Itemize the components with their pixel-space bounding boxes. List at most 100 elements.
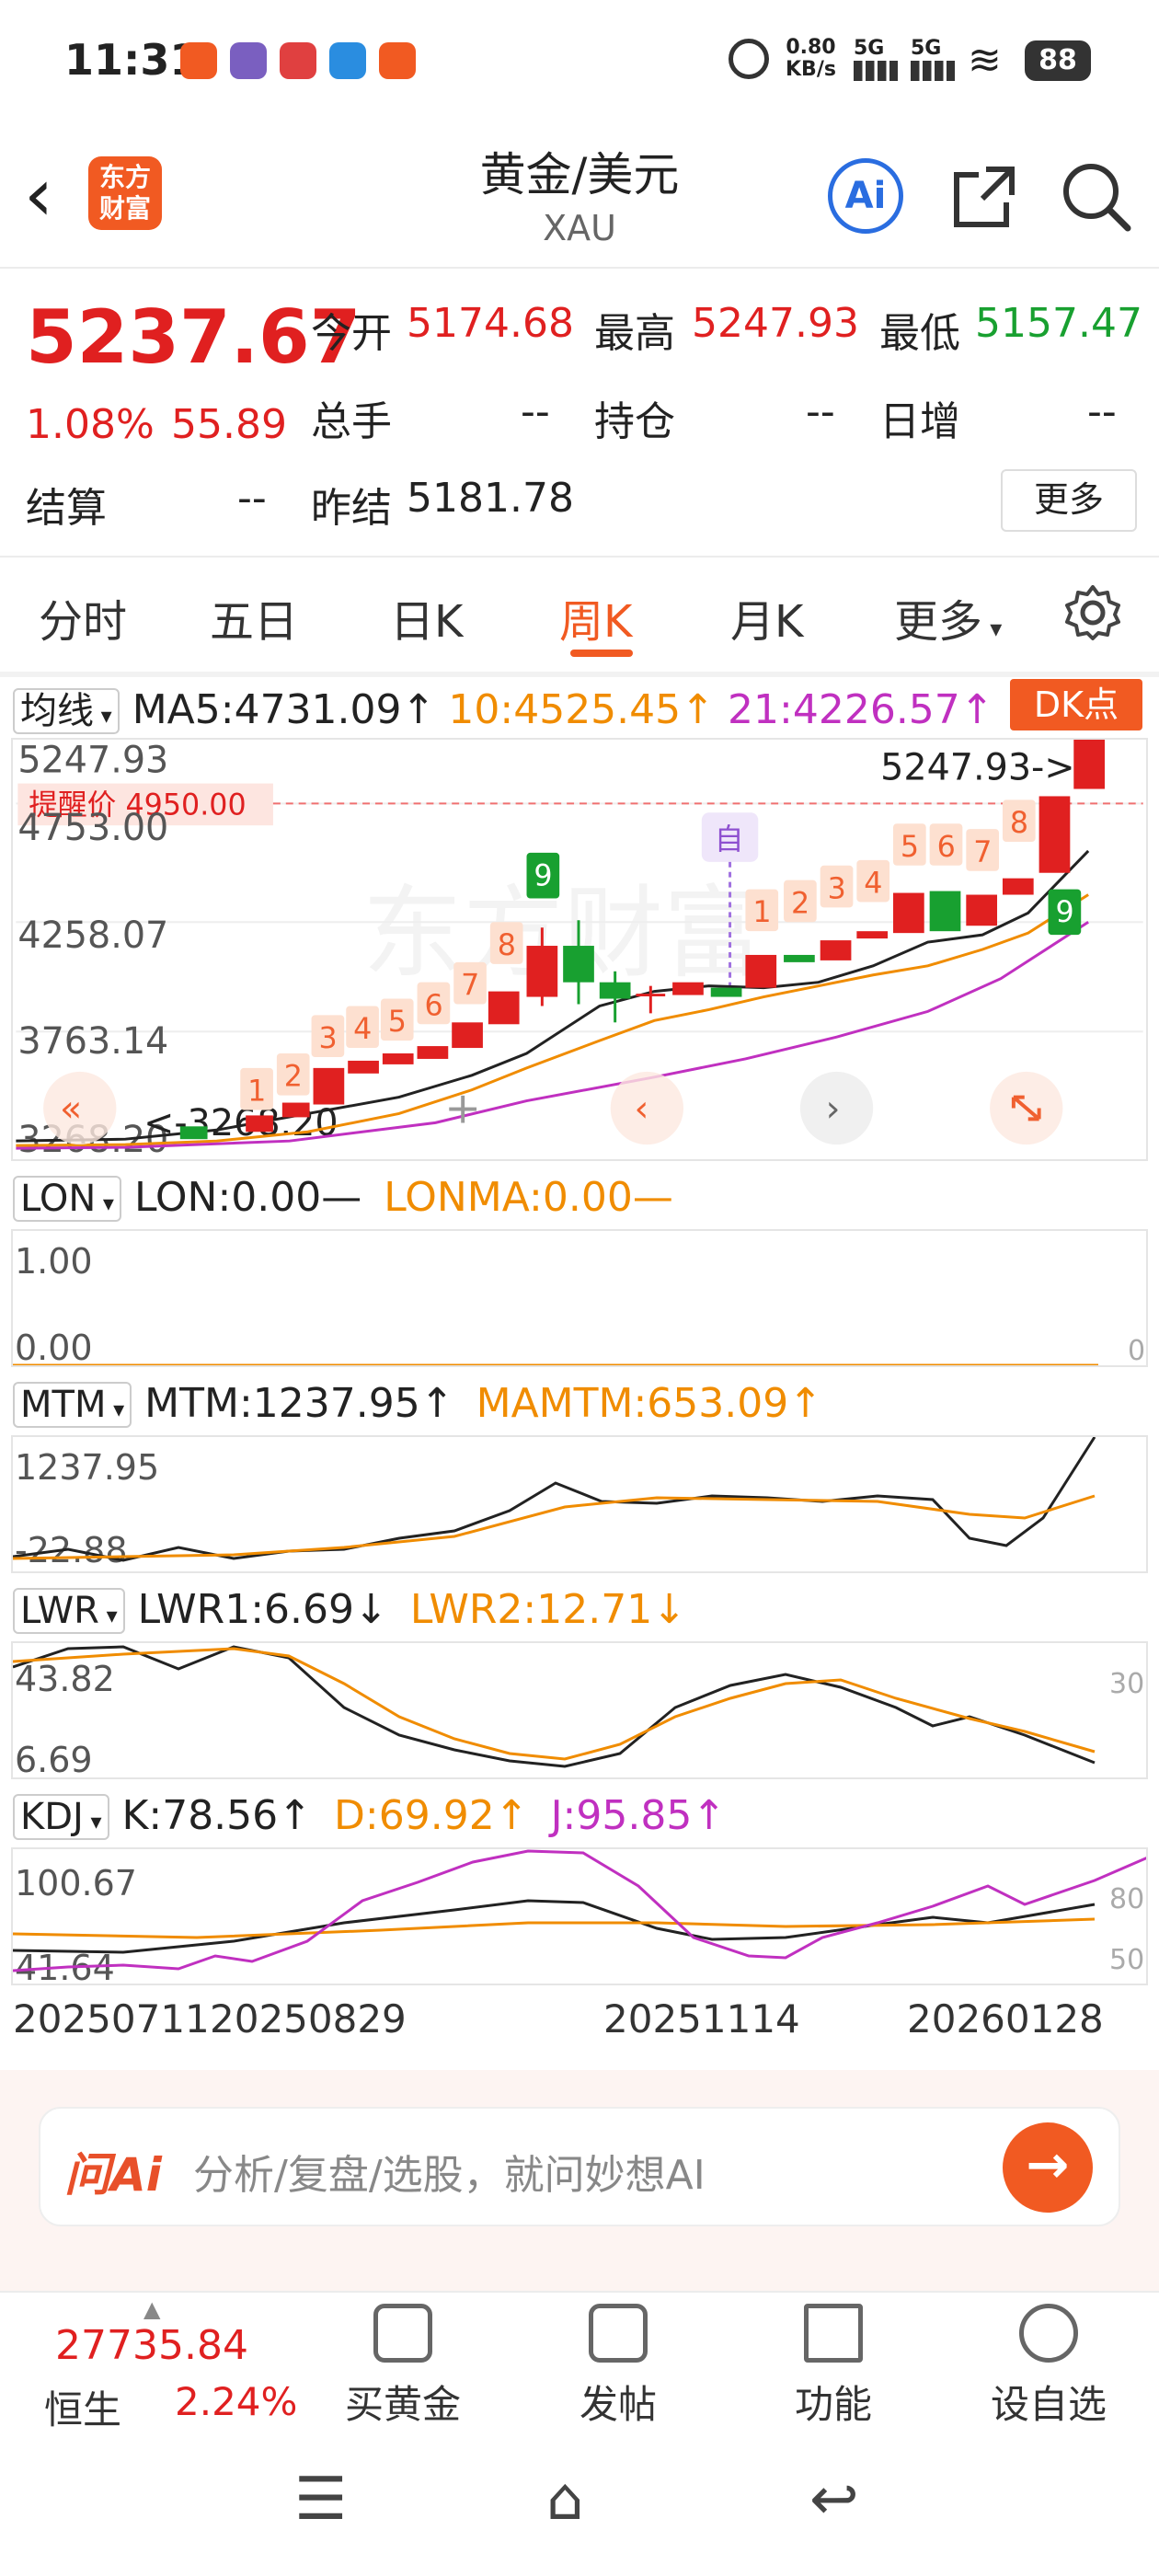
high-label: 最高: [594, 310, 675, 357]
network-speed: 0.80 KB/s: [786, 36, 836, 81]
wifi-icon: ≋: [968, 37, 1002, 84]
ask-ai-submit-button[interactable]: →: [1003, 2122, 1093, 2213]
lon-selector[interactable]: LON ▾: [13, 1176, 121, 1222]
battery-indicator: 88: [1025, 40, 1091, 81]
ma10-value: 10:4525.45↑: [448, 686, 716, 733]
settle-value: --: [237, 475, 267, 522]
sequence-number: 2: [284, 1061, 303, 1094]
lwr-chart[interactable]: 43.82 6.69 30: [11, 1641, 1148, 1779]
tab-weekly-k[interactable]: 周K: [559, 596, 633, 648]
dk-point-button[interactable]: DK点: [1010, 679, 1142, 730]
candle: [382, 1053, 414, 1064]
kline-indicator-header: 均线 ▾ MA5:4731.09↑ 10:4525.45↑ 21:4226.57…: [13, 681, 994, 734]
chart-watermark: 东方财富: [362, 875, 763, 992]
lon-value: LON:0.00—: [133, 1174, 362, 1221]
menu-icon[interactable]: ☰: [294, 2466, 348, 2534]
grid-icon: [804, 2304, 863, 2363]
back-nav-icon[interactable]: ↩: [809, 2466, 859, 2534]
gear-icon[interactable]: [1063, 583, 1122, 642]
candle: [856, 931, 889, 939]
status-bar: 11:31 0.80 KB/s 5G 5G ≋ 88: [0, 0, 1159, 120]
sequence-number: 7: [973, 836, 992, 869]
y-label: 4753.00: [17, 807, 168, 849]
alert-price-tag: [17, 783, 273, 826]
kdj-chart[interactable]: 100.67 41.64 80 50: [11, 1847, 1148, 1985]
mtm-selector[interactable]: MTM ▾: [13, 1382, 132, 1428]
sequence-nine: 9: [1055, 896, 1073, 929]
scroll-left-fast-icon: [43, 1071, 117, 1145]
candle: [820, 940, 852, 960]
candle: [1002, 878, 1034, 895]
sequence-number: 4: [864, 868, 882, 901]
candle: [929, 891, 961, 932]
candle: [281, 1102, 310, 1118]
x-axis-label: 20250711: [13, 1996, 210, 2041]
candle: [672, 982, 704, 995]
candle: [452, 1022, 483, 1049]
candle: [1039, 796, 1071, 873]
index-change[interactable]: 2.24%: [175, 2379, 298, 2424]
open-label: 今开: [311, 310, 392, 357]
high-value: 5247.93: [692, 300, 859, 347]
low-value: 5157.47: [975, 300, 1142, 347]
y-label: 1237.95: [15, 1447, 159, 1488]
share-icon[interactable]: [947, 160, 1021, 234]
scroll-left-icon: [610, 1071, 684, 1145]
kdj-selector[interactable]: KDJ ▾: [13, 1794, 109, 1840]
tabs-divider: [0, 672, 1159, 677]
ma21-value: 21:4226.57↑: [728, 686, 994, 733]
ma10-line: [16, 893, 1089, 1147]
x-axis-label: 20260128: [907, 1996, 1104, 2041]
tab-intraday[interactable]: 分时: [39, 596, 128, 648]
search-icon[interactable]: [1058, 158, 1133, 234]
lwr-selector[interactable]: LWR ▾: [13, 1588, 125, 1634]
mtm-chart[interactable]: 1237.95 -22.88: [11, 1435, 1148, 1573]
y-label: 4258.07: [17, 914, 168, 957]
candle: [488, 991, 520, 1025]
position-value: --: [806, 388, 835, 435]
home-icon[interactable]: ⌂: [546, 2466, 584, 2534]
nav-post[interactable]: 发帖: [535, 2291, 701, 2430]
kdj-d-value: D:69.92↑: [334, 1792, 529, 1839]
tab-monthly-k[interactable]: 月K: [730, 596, 804, 648]
sequence-number: 5: [901, 831, 919, 864]
position-label: 持仓: [594, 398, 675, 445]
tab-daily-k[interactable]: 日K: [390, 596, 464, 648]
y-label: 43.82: [15, 1659, 115, 1699]
settle-label: 结算: [26, 485, 107, 532]
candle: [348, 1060, 379, 1074]
chart-icon: [373, 2304, 432, 2363]
alert-price-label: 提醒价 4950.00: [29, 788, 246, 822]
tab-more[interactable]: 更多 ▾: [894, 596, 1003, 648]
y-label: 3763.14: [17, 1020, 168, 1063]
app-notification-icon: [280, 42, 316, 79]
candle: [966, 894, 998, 926]
index-value[interactable]: 27735.84: [55, 2322, 248, 2369]
ai-assistant-button[interactable]: Ai: [828, 158, 903, 234]
ask-ai-input[interactable]: [39, 2107, 1120, 2226]
kdj-k-value: K:78.56↑: [121, 1792, 313, 1839]
app-notification-icon: [329, 42, 366, 79]
y-label-max: 5247.93: [17, 740, 168, 782]
header-divider: [0, 267, 1159, 269]
candle: [1073, 740, 1105, 789]
candle: [784, 954, 815, 962]
index-name[interactable]: 恒生: [44, 2387, 122, 2432]
nav-add-watchlist[interactable]: 设自选: [966, 2291, 1131, 2430]
app-notification-icon: [379, 42, 416, 79]
nav-buy-gold[interactable]: 买黄金: [320, 2291, 486, 2430]
ma-selector[interactable]: 均线 ▾: [13, 688, 120, 734]
tab-five-day[interactable]: 五日: [210, 596, 299, 648]
lon-indicator-header: LON ▾ LON:0.00— LONMA:0.00—: [13, 1174, 673, 1222]
daily-increase-label: 日增: [879, 398, 960, 445]
app-logo: 东方 财富: [88, 156, 162, 230]
back-button[interactable]: ‹: [24, 152, 53, 237]
sequence-number: 3: [828, 872, 846, 905]
prev-settle-value: 5181.78: [407, 475, 574, 522]
more-quote-button[interactable]: 更多: [1001, 469, 1137, 532]
kline-chart[interactable]: 东方财富 提醒价 4950.00 5247.93 4753.00 4258.07…: [11, 738, 1148, 1161]
daily-increase-value: --: [1087, 388, 1117, 435]
nav-functions[interactable]: 功能: [751, 2291, 916, 2430]
sequence-number: 6: [937, 831, 956, 864]
lon-chart[interactable]: 1.00 0.00 0: [11, 1229, 1148, 1367]
